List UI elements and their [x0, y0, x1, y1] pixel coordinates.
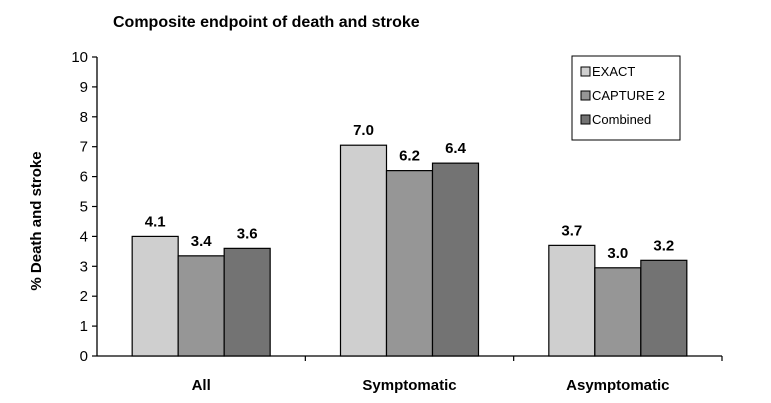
- y-tick-label: 7: [80, 139, 88, 156]
- legend-swatch: [580, 66, 591, 77]
- y-tick-label: 6: [80, 169, 88, 186]
- bar: [177, 255, 225, 357]
- plot-area: 0 1 2 3 4 5 6 7 8 9 10 4.1 3.4 3.6 All 7.0 6.2 6.4 Symptom…: [71, 49, 723, 394]
- legend: EXACT CAPTURE 2 Combined: [571, 55, 681, 141]
- category-label: All: [192, 377, 211, 394]
- bar: [385, 170, 434, 357]
- y-tick-label: 9: [80, 79, 88, 96]
- data-label: 7.0: [353, 122, 374, 139]
- y-tick-label: 2: [80, 288, 88, 305]
- y-tick-label: 8: [80, 109, 88, 126]
- bar: [640, 259, 688, 357]
- y-tick-label: 0: [80, 348, 88, 365]
- y-tick-label: 4: [80, 228, 88, 245]
- bar: [339, 144, 388, 357]
- bar: [131, 235, 179, 357]
- bar: [223, 247, 271, 357]
- y-tick-label: 10: [71, 49, 88, 66]
- data-label: 6.4: [445, 140, 467, 157]
- bar: [548, 244, 596, 357]
- y-tick-label: 5: [80, 199, 88, 216]
- data-label: 3.2: [653, 237, 674, 254]
- bar: [431, 162, 480, 357]
- legend-label: Combined: [592, 112, 651, 127]
- y-tick-label: 3: [80, 258, 88, 275]
- legend-swatch: [580, 114, 591, 125]
- category-label: Symptomatic: [362, 377, 456, 394]
- data-label: 4.1: [145, 213, 166, 230]
- legend-swatch: [580, 90, 591, 101]
- category-label: Asymptomatic: [566, 377, 669, 394]
- legend-label: EXACT: [592, 64, 635, 79]
- chart-title: Composite endpoint of death and stroke: [113, 14, 420, 31]
- legend-label: CAPTURE 2: [592, 88, 665, 103]
- y-axis-label: % Death and stroke: [28, 151, 45, 290]
- data-label: 3.6: [237, 225, 258, 242]
- data-label: 6.2: [399, 148, 420, 165]
- data-label: 3.4: [191, 233, 213, 250]
- y-tick-label: 1: [80, 318, 88, 335]
- data-label: 3.7: [561, 222, 582, 239]
- data-label: 3.0: [607, 245, 628, 262]
- bar: [594, 267, 642, 357]
